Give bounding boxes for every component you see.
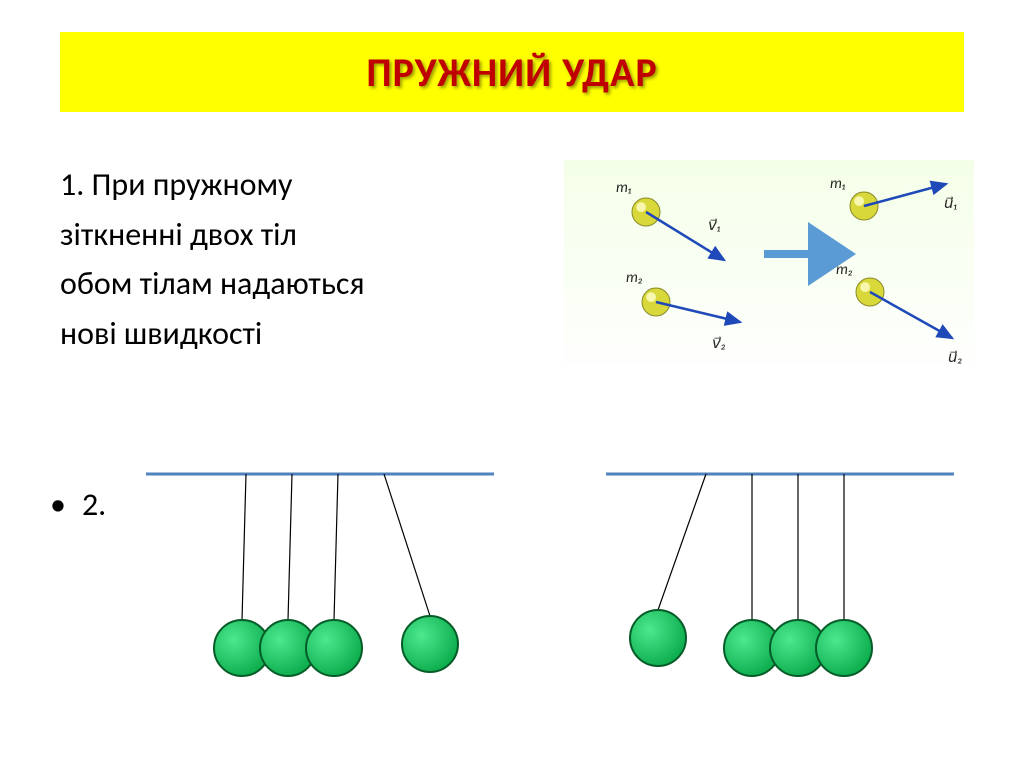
- svg-text:u⃗₂: u⃗₂: [948, 349, 963, 367]
- para-line-1: 1. При пружному: [60, 160, 480, 210]
- title-bar: ПРУЖНИЙ УДАР: [60, 32, 964, 112]
- para-line-2: зіткненні двох тіл: [60, 210, 480, 260]
- pendulum-svg-left: [140, 460, 500, 690]
- slide-title: ПРУЖНИЙ УДАР: [366, 48, 657, 97]
- bullet-item-2: 2.: [50, 485, 106, 524]
- para-line-4: нові швидкості: [60, 309, 480, 359]
- vector-collision-diagram: m₁ m₂ m₁ m₂ v⃗₁ v⃗₂ u⃗₁ u⃗₂: [564, 160, 974, 380]
- svg-text:m₁: m₁: [830, 175, 846, 193]
- svg-text:m₁: m₁: [616, 179, 632, 197]
- svg-text:m₂: m₂: [836, 261, 853, 279]
- para-line-3: обом тілам надаються: [60, 259, 480, 309]
- paragraph-block: 1. При пружному зіткненні двох тіл обом …: [60, 160, 480, 358]
- svg-text:v⃗₂: v⃗₂: [712, 335, 726, 353]
- pendulum-diagram-left: [140, 460, 500, 690]
- pendulum-diagram-right: [600, 460, 960, 690]
- svg-text:v⃗₁: v⃗₁: [708, 217, 721, 235]
- svg-text:m₂: m₂: [626, 269, 643, 287]
- vector-svg: m₁ m₂ m₁ m₂ v⃗₁ v⃗₂ u⃗₁ u⃗₂: [564, 160, 974, 380]
- svg-text:u⃗₁: u⃗₁: [944, 195, 958, 213]
- pendulum-svg-right: [600, 460, 960, 690]
